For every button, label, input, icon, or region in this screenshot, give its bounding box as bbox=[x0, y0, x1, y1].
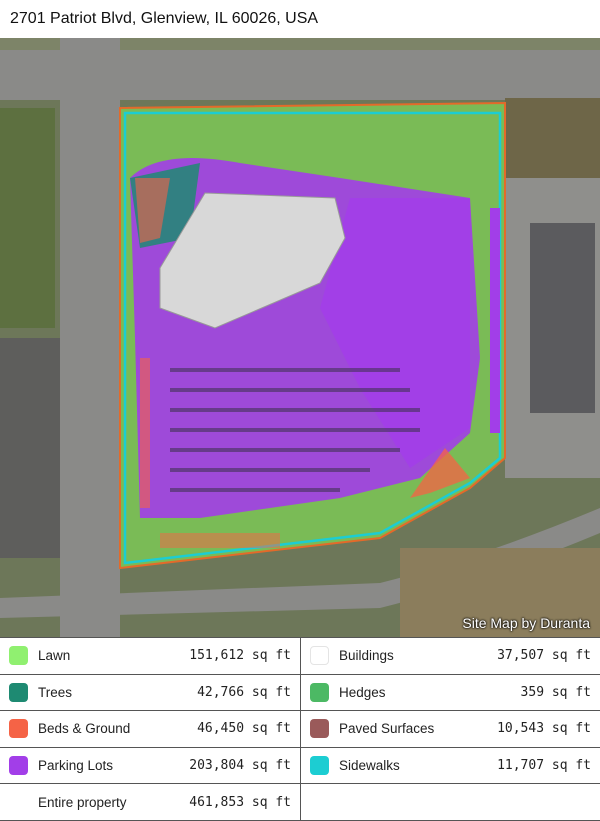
legend-label: Parking Lots bbox=[38, 758, 114, 774]
building bbox=[159, 192, 346, 329]
legend-value: 10,543 sq ft bbox=[497, 721, 591, 737]
legend-item-trees: Trees 42,766 sq ft bbox=[0, 674, 301, 712]
legend-label: Paved Surfaces bbox=[339, 721, 435, 737]
site-map[interactable]: Site Map by Duranta bbox=[0, 38, 600, 637]
legend-label: Trees bbox=[38, 684, 73, 700]
map-credit: Site Map by Duranta bbox=[462, 615, 590, 631]
blank-swatch bbox=[9, 793, 28, 812]
address-text: 2701 Patriot Blvd, Glenview, IL 60026, U… bbox=[10, 10, 319, 27]
lawn-swatch-icon bbox=[9, 646, 28, 666]
legend-label: Hedges bbox=[339, 684, 386, 700]
sidewalks-swatch-icon bbox=[310, 756, 329, 776]
legend-item-parking-lots: Parking Lots 203,804 sq ft bbox=[0, 747, 301, 785]
road-west bbox=[60, 38, 120, 637]
legend-value: 37,507 sq ft bbox=[497, 648, 591, 664]
legend-label: Sidewalks bbox=[339, 758, 400, 774]
beds-swatch-icon bbox=[9, 719, 28, 739]
area-legend: Lawn 151,612 sq ft Buildings 37,507 sq ft … bbox=[0, 637, 600, 821]
legend-item-sidewalks: Sidewalks 11,707 sq ft bbox=[301, 748, 600, 785]
parking-swatch-icon bbox=[9, 756, 28, 776]
paved-swatch-icon bbox=[310, 719, 329, 739]
legend-item-total: Entire property 461,853 sq ft bbox=[0, 784, 301, 821]
legend-value: 203,804 sq ft bbox=[189, 758, 291, 774]
legend-label: Beds & Ground bbox=[38, 721, 131, 737]
legend-item-hedges: Hedges 359 sq ft bbox=[301, 675, 600, 712]
legend-label: Lawn bbox=[38, 648, 71, 664]
beds-area bbox=[410, 448, 470, 498]
legend-value: 42,766 sq ft bbox=[197, 684, 291, 700]
legend-empty-cell bbox=[301, 784, 600, 821]
trees-swatch-icon bbox=[9, 682, 28, 702]
legend-value: 359 sq ft bbox=[520, 684, 591, 700]
sidewalk-outline bbox=[123, 111, 502, 565]
buildings-swatch-icon bbox=[310, 646, 329, 666]
neighbor-building bbox=[530, 223, 595, 413]
legend-value: 46,450 sq ft bbox=[197, 721, 291, 737]
legend-item-beds-ground: Beds & Ground 46,450 sq ft bbox=[0, 711, 301, 748]
legend-item-paved-surfaces: Paved Surfaces 10,543 sq ft bbox=[301, 711, 600, 748]
legend-label: Entire property bbox=[38, 794, 127, 810]
address-header: 2701 Patriot Blvd, Glenview, IL 60026, U… bbox=[0, 0, 600, 38]
legend-item-lawn: Lawn 151,612 sq ft bbox=[0, 638, 301, 675]
legend-value: 151,612 sq ft bbox=[189, 648, 291, 664]
hedges-swatch-icon bbox=[310, 682, 329, 702]
legend-item-buildings: Buildings 37,507 sq ft bbox=[301, 638, 600, 675]
legend-value: 461,853 sq ft bbox=[189, 794, 291, 810]
legend-value: 11,707 sq ft bbox=[497, 758, 591, 774]
aerial-map-image bbox=[0, 38, 600, 637]
legend-label: Buildings bbox=[339, 648, 394, 664]
